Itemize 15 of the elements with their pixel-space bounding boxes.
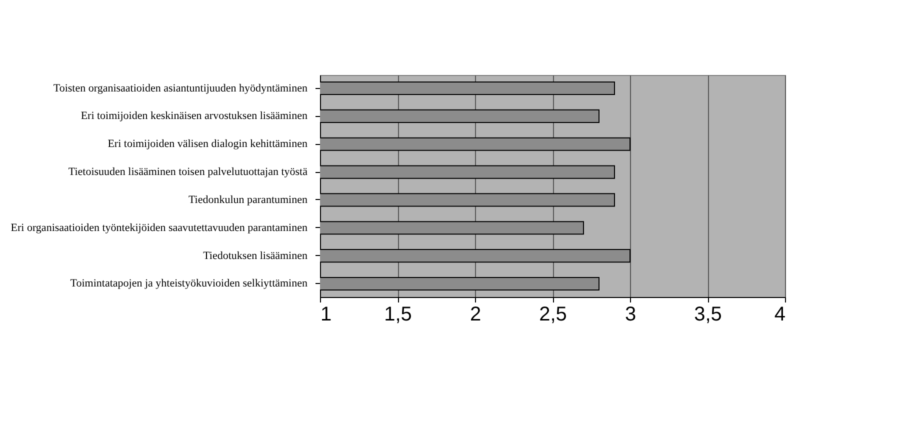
x-tick-label: 4 bbox=[774, 304, 786, 326]
y-tick-label: Toisten organisaatioiden asiantuntijuuden hyödyntäminen bbox=[53, 82, 308, 94]
y-tick-label: Tiedotuksen lisääminen bbox=[203, 250, 308, 262]
x-tick-label: 1 bbox=[320, 304, 332, 326]
y-tick-label: Eri organisaatioiden työntekijöiden saavutettavuuden parantaminen bbox=[10, 222, 308, 234]
y-tick-label: Eri toimijoiden välisen dialogin kehittäminen bbox=[108, 138, 308, 150]
y-tick-label: Tietoisuuden lisääminen toisen palvelutuottajan työstä bbox=[68, 166, 308, 178]
x-tick-label: 1,5 bbox=[384, 304, 412, 326]
y-tick-label: Eri toimijoiden keskinäisen arvostuksen lisääminen bbox=[80, 110, 308, 122]
x-tick-label: 3,5 bbox=[694, 304, 722, 326]
y-tick-label: Toimintatapojen ja yhteistyökuvioiden selkiyttäminen bbox=[70, 278, 308, 290]
x-tick-label: 2,5 bbox=[539, 304, 567, 326]
x-tick-label: 3 bbox=[624, 304, 636, 326]
x-tick-label: 2 bbox=[470, 304, 482, 326]
y-tick-label: Tiedonkulun parantuminen bbox=[188, 194, 308, 206]
